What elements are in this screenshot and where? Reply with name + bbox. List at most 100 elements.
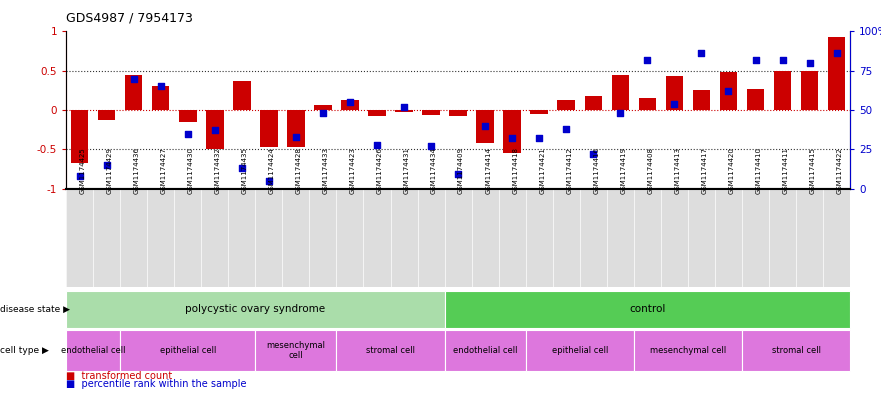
Bar xyxy=(747,89,765,110)
Text: GSM1174427: GSM1174427 xyxy=(160,147,167,193)
Text: GSM1174420: GSM1174420 xyxy=(729,147,735,193)
Bar xyxy=(152,86,169,110)
Text: mesenchymal cell: mesenchymal cell xyxy=(650,346,726,355)
Bar xyxy=(666,76,683,110)
Text: GSM1174421: GSM1174421 xyxy=(539,147,545,193)
Text: epithelial cell: epithelial cell xyxy=(552,346,608,355)
Bar xyxy=(445,291,850,328)
Point xyxy=(775,57,789,63)
Bar xyxy=(558,100,575,110)
Point xyxy=(208,127,222,134)
Text: GDS4987 / 7954173: GDS4987 / 7954173 xyxy=(66,12,193,25)
Text: GSM1174429: GSM1174429 xyxy=(107,147,113,193)
Text: GSM1174436: GSM1174436 xyxy=(134,147,140,193)
Bar xyxy=(70,110,88,163)
Text: GSM1174435: GSM1174435 xyxy=(241,147,248,193)
Text: GSM1174424: GSM1174424 xyxy=(269,147,275,193)
Point xyxy=(830,50,844,57)
Bar xyxy=(611,75,629,110)
Text: stromal cell: stromal cell xyxy=(366,346,415,355)
Bar xyxy=(742,330,850,371)
Point xyxy=(72,173,86,179)
Bar xyxy=(530,110,548,114)
Point xyxy=(722,88,736,94)
Point xyxy=(694,50,708,57)
Text: GSM1174418: GSM1174418 xyxy=(512,147,518,193)
Point xyxy=(100,162,114,168)
Bar xyxy=(503,110,521,153)
Bar xyxy=(315,105,332,110)
Bar xyxy=(179,110,196,122)
Text: control: control xyxy=(629,305,665,314)
Text: GSM1174412: GSM1174412 xyxy=(566,147,573,193)
Text: GSM1174410: GSM1174410 xyxy=(756,147,761,193)
Point xyxy=(803,60,817,66)
Text: GSM1174432: GSM1174432 xyxy=(215,147,221,193)
Bar xyxy=(422,110,440,115)
Bar xyxy=(526,330,633,371)
Text: GSM1174413: GSM1174413 xyxy=(675,147,680,193)
Bar xyxy=(828,37,846,110)
Text: endothelial cell: endothelial cell xyxy=(61,346,125,355)
Bar xyxy=(66,330,120,371)
Bar xyxy=(341,100,359,110)
Text: polycystic ovary syndrome: polycystic ovary syndrome xyxy=(185,305,325,314)
Text: GSM1174409: GSM1174409 xyxy=(458,147,464,193)
Text: cell type ▶: cell type ▶ xyxy=(0,346,48,355)
Text: GSM1174417: GSM1174417 xyxy=(701,147,707,193)
Bar xyxy=(337,330,445,371)
Text: ■  transformed count: ■ transformed count xyxy=(66,371,173,381)
Text: GSM1174415: GSM1174415 xyxy=(810,147,816,193)
Text: GSM1174422: GSM1174422 xyxy=(837,147,842,193)
Point xyxy=(343,99,357,105)
Text: epithelial cell: epithelial cell xyxy=(159,346,216,355)
Bar xyxy=(396,110,413,112)
Point xyxy=(668,101,682,107)
Text: GSM1174414: GSM1174414 xyxy=(485,147,492,193)
Bar xyxy=(720,72,737,110)
Point xyxy=(127,75,141,82)
Bar xyxy=(477,110,494,143)
Text: GSM1174433: GSM1174433 xyxy=(323,147,329,193)
Text: GSM1174425: GSM1174425 xyxy=(79,147,85,193)
Bar xyxy=(260,110,278,147)
Bar xyxy=(287,110,305,147)
Bar xyxy=(449,110,467,116)
Text: GSM1174431: GSM1174431 xyxy=(404,147,410,193)
Point xyxy=(397,104,411,110)
Text: GSM1174426: GSM1174426 xyxy=(377,147,383,193)
Text: GSM1174428: GSM1174428 xyxy=(296,147,302,193)
Point xyxy=(505,135,519,141)
Point xyxy=(424,143,438,149)
Point xyxy=(289,134,303,140)
Text: GSM1174416: GSM1174416 xyxy=(593,147,599,193)
Bar xyxy=(584,96,602,110)
Bar xyxy=(445,330,526,371)
Point xyxy=(613,110,627,116)
Text: GSM1174430: GSM1174430 xyxy=(188,147,194,193)
Bar xyxy=(206,110,224,149)
Point xyxy=(181,130,195,137)
Text: GSM1174411: GSM1174411 xyxy=(782,147,788,193)
Bar xyxy=(368,110,386,116)
Point xyxy=(370,141,384,148)
Bar xyxy=(233,81,250,110)
Point xyxy=(262,178,276,184)
Bar xyxy=(98,110,115,120)
Point xyxy=(559,126,574,132)
Text: disease state ▶: disease state ▶ xyxy=(0,305,70,314)
Bar xyxy=(692,90,710,110)
Bar xyxy=(774,71,791,110)
Bar xyxy=(120,330,255,371)
Text: GSM1174408: GSM1174408 xyxy=(648,147,654,193)
Bar xyxy=(66,291,445,328)
Point xyxy=(586,151,600,157)
Point xyxy=(478,123,492,129)
Bar xyxy=(633,330,742,371)
Point xyxy=(451,171,465,178)
Point xyxy=(153,83,167,90)
Text: stromal cell: stromal cell xyxy=(772,346,820,355)
Point xyxy=(749,57,763,63)
Text: endothelial cell: endothelial cell xyxy=(453,346,517,355)
Bar xyxy=(801,71,818,110)
